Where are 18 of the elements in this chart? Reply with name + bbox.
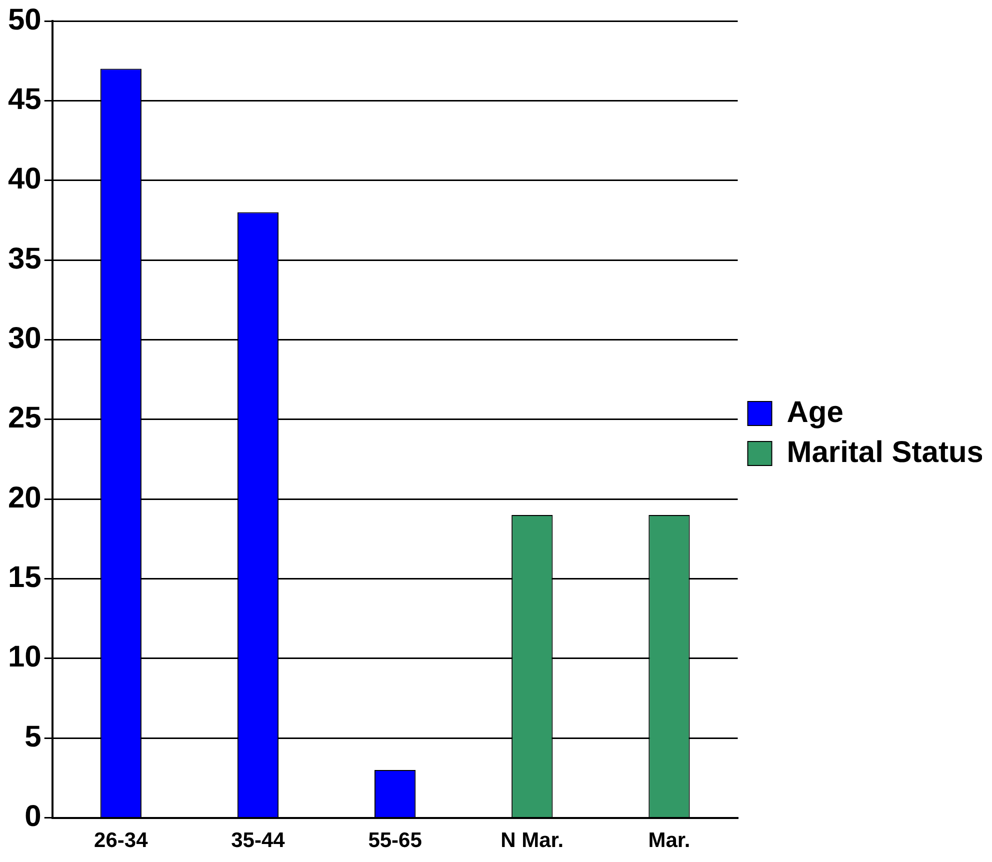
x-tick-label: Mar. bbox=[648, 829, 690, 852]
x-tick-label: 55-65 bbox=[368, 829, 422, 852]
x-tick-label: 35-44 bbox=[231, 829, 286, 852]
y-tick-label: 10 bbox=[8, 640, 42, 674]
x-tick-label: 26-34 bbox=[94, 829, 148, 852]
y-tick-label: 5 bbox=[24, 720, 42, 754]
y-tick-label: 15 bbox=[8, 561, 42, 594]
y-tick-label: 45 bbox=[8, 82, 42, 116]
y-tick-label: 50 bbox=[8, 3, 42, 36]
y-tick-label: 35 bbox=[8, 242, 42, 276]
y-tick-label: 30 bbox=[8, 322, 42, 355]
legend-label: Age bbox=[786, 396, 844, 429]
x-tick-label: N Mar. bbox=[500, 829, 564, 852]
y-tick-label: 25 bbox=[8, 402, 42, 435]
y-tick-label: 20 bbox=[8, 481, 42, 514]
legend-label: Marital Status bbox=[786, 436, 984, 469]
y-tick-label: 0 bbox=[24, 800, 42, 834]
y-tick-label: 40 bbox=[8, 162, 42, 196]
